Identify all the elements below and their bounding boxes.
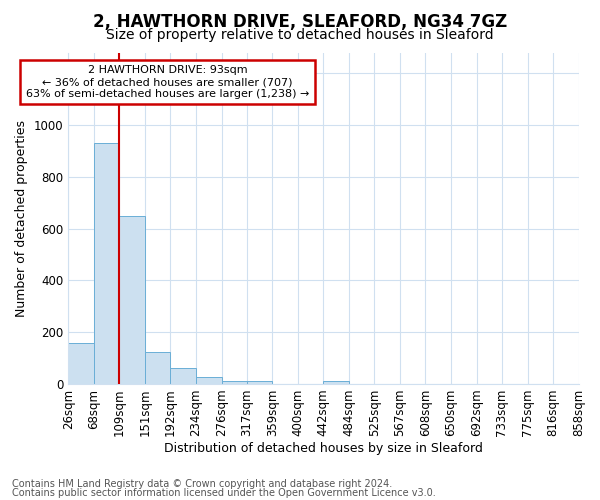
Text: 2 HAWTHORN DRIVE: 93sqm
← 36% of detached houses are smaller (707)
63% of semi-d: 2 HAWTHORN DRIVE: 93sqm ← 36% of detache… [26, 66, 309, 98]
Bar [94, 143, 119, 384]
Bar [221, 380, 247, 384]
Bar [170, 368, 196, 384]
X-axis label: Distribution of detached houses by size in Sleaford: Distribution of detached houses by size … [164, 442, 483, 455]
Bar [68, 342, 94, 384]
Text: Contains HM Land Registry data © Crown copyright and database right 2024.: Contains HM Land Registry data © Crown c… [12, 479, 392, 489]
Text: 2, HAWTHORN DRIVE, SLEAFORD, NG34 7GZ: 2, HAWTHORN DRIVE, SLEAFORD, NG34 7GZ [93, 12, 507, 30]
Bar [196, 376, 221, 384]
Bar [323, 380, 349, 384]
Bar [119, 216, 145, 384]
Text: Size of property relative to detached houses in Sleaford: Size of property relative to detached ho… [106, 28, 494, 42]
Bar [247, 380, 272, 384]
Y-axis label: Number of detached properties: Number of detached properties [15, 120, 28, 316]
Text: Contains public sector information licensed under the Open Government Licence v3: Contains public sector information licen… [12, 488, 436, 498]
Bar [145, 352, 170, 384]
